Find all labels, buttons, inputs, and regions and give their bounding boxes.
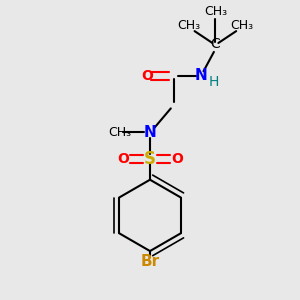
Text: O: O [171, 152, 183, 166]
Text: H: H [209, 75, 219, 88]
Text: Br: Br [140, 254, 160, 269]
Text: CH₃: CH₃ [109, 126, 132, 139]
Text: O: O [117, 152, 129, 166]
Text: S: S [144, 150, 156, 168]
Text: N: N [194, 68, 207, 83]
Text: CH₃: CH₃ [231, 19, 254, 32]
Text: N: N [144, 125, 156, 140]
Text: O: O [141, 69, 153, 83]
Text: CH₃: CH₃ [204, 5, 227, 18]
Text: CH₃: CH₃ [177, 19, 200, 32]
Text: C: C [211, 38, 220, 52]
